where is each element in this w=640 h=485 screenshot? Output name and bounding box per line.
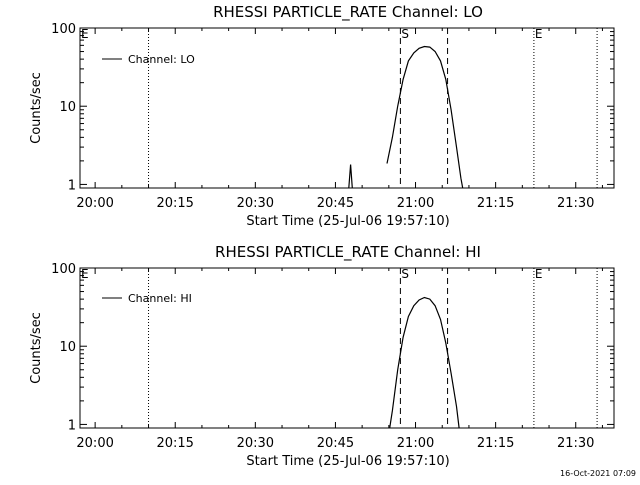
panel-lo-x-tick-label: 21:00 xyxy=(397,196,434,211)
panel-lo-x-axis-label: Start Time (25-Jul-06 19:57:10) xyxy=(246,214,449,229)
panel-lo-plot-frame xyxy=(79,27,615,189)
panel-hi-series-line xyxy=(389,296,460,429)
panel-hi: RHESSI PARTICLE_RATE Channel: HI Counts/… xyxy=(29,243,615,469)
panel-hi-x-tick-label: 20:45 xyxy=(317,436,354,451)
panel-lo-y-ticks: 1 10 100 xyxy=(51,22,614,193)
panel-hi-title: RHESSI PARTICLE_RATE Channel: HI xyxy=(215,243,481,262)
panel-lo-marker-label: E xyxy=(535,27,543,41)
panel-hi-plot-frame xyxy=(79,267,615,429)
panel-hi-marker-label: E xyxy=(535,267,543,281)
panel-lo-x-tick-label: 20:45 xyxy=(317,196,354,211)
panel-hi-series xyxy=(389,296,460,429)
panel-lo-series-line xyxy=(348,164,353,189)
panel-lo: RHESSI PARTICLE_RATE Channel: LO Counts/… xyxy=(29,3,615,229)
panel-hi-y-tick-label: 1 xyxy=(68,418,76,433)
panel-hi-legend-label: Channel: HI xyxy=(128,292,192,305)
panel-hi-x-tick-label: 20:15 xyxy=(156,436,193,451)
panel-lo-y-tick-label: 10 xyxy=(59,100,76,115)
panel-hi-x-tick-label: 21:30 xyxy=(557,436,594,451)
panel-lo-series xyxy=(348,45,464,189)
panel-hi-x-tick-label: 21:00 xyxy=(397,436,434,451)
panel-hi-marker-label: E xyxy=(81,267,89,281)
panel-hi-x-tick-label: 20:30 xyxy=(237,436,274,451)
panel-lo-series-line xyxy=(386,45,464,189)
panel-lo-y-tick-label: 100 xyxy=(51,22,76,37)
panel-lo-x-ticks: 20:00 20:15 20:30 20:45 21:00 21:15 21:30 xyxy=(76,28,603,211)
panel-lo-x-tick-label: 21:30 xyxy=(557,196,594,211)
panel-hi-marker-label: S xyxy=(401,267,409,281)
panel-hi-y-ticks: 1 10 100 xyxy=(51,262,614,433)
panel-lo-x-tick-label: 21:15 xyxy=(477,196,514,211)
panel-hi-x-axis-label: Start Time (25-Jul-06 19:57:10) xyxy=(246,454,449,469)
panel-lo-legend-label: Channel: LO xyxy=(128,53,195,66)
panel-hi-y-tick-label: 100 xyxy=(51,262,76,277)
panel-lo-x-tick-label: 20:00 xyxy=(76,196,113,211)
panel-lo-y-tick-label: 1 xyxy=(68,178,76,193)
panel-lo-marker-label: S xyxy=(401,27,409,41)
panel-hi-y-axis-label: Counts/sec xyxy=(29,312,44,384)
panel-lo-x-tick-label: 20:30 xyxy=(237,196,274,211)
panel-lo-y-axis-label: Counts/sec xyxy=(29,72,44,144)
panel-lo-title: RHESSI PARTICLE_RATE Channel: LO xyxy=(213,3,483,22)
timestamp: 16-Oct-2021 07:09 xyxy=(560,469,636,478)
panel-hi-legend: Channel: HI xyxy=(102,292,192,305)
panel-lo-legend: Channel: LO xyxy=(102,53,195,66)
panel-lo-x-tick-label: 20:15 xyxy=(156,196,193,211)
panel-hi-x-tick-label: 20:00 xyxy=(76,436,113,451)
panel-hi-x-tick-label: 21:15 xyxy=(477,436,514,451)
panel-hi-y-tick-label: 10 xyxy=(59,340,76,355)
panel-lo-marker-label: E xyxy=(81,27,89,41)
